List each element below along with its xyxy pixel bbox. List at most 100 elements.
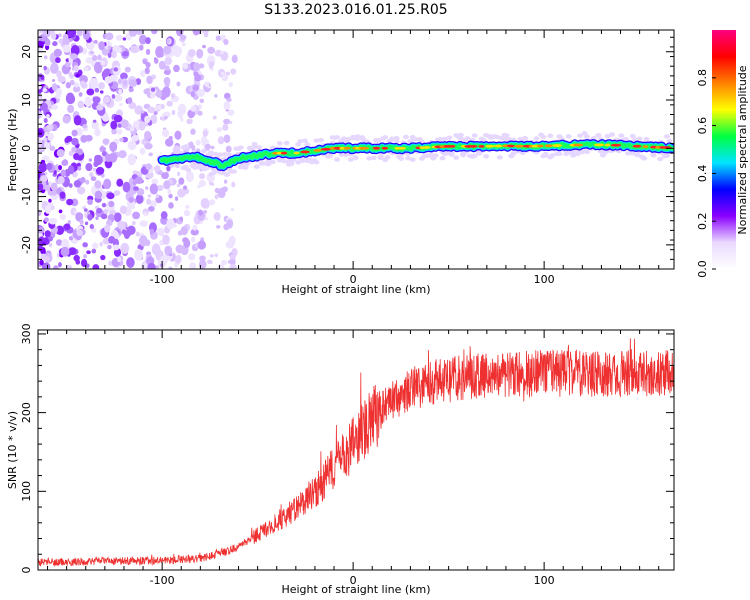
noise-blob (55, 87, 62, 97)
snr-y-tick-label: 100 (20, 481, 33, 502)
spectrogram-x-tick-label: 0 (350, 273, 357, 286)
ridge-halo (542, 152, 549, 158)
noise-blob (208, 260, 213, 265)
ridge-halo (405, 156, 412, 161)
noise-blob (109, 74, 118, 82)
ridge-halo (629, 151, 636, 156)
noise-blob (145, 163, 152, 171)
ridge-halo (464, 136, 471, 141)
noise-blob (151, 178, 159, 185)
noise-blob (73, 82, 80, 88)
noise-blob (146, 198, 152, 205)
noise-blob (225, 145, 232, 153)
noise-blob (122, 181, 131, 193)
ridge-halo (618, 133, 625, 138)
noise-blob (92, 242, 99, 250)
noise-blob (72, 85, 81, 93)
ridge-halo (180, 145, 187, 150)
noise-blob (57, 75, 66, 83)
noise-blob (197, 184, 201, 189)
noise-blob (134, 176, 144, 185)
noise-blob (229, 263, 237, 269)
noise-blob (202, 130, 208, 138)
noise-blob (173, 64, 180, 73)
ridge-halo (519, 150, 526, 156)
noise-blob (91, 248, 97, 254)
noise-blob (55, 225, 65, 235)
noise-blob (94, 61, 103, 74)
noise-blob (189, 262, 197, 269)
spectrogram-y-tick-label: 20 (20, 45, 33, 59)
ridge-halo (602, 150, 609, 155)
noise-blob (127, 153, 137, 166)
ridge-halo (318, 137, 325, 143)
ridge-halo (375, 138, 382, 143)
noise-blob (42, 87, 48, 93)
noise-blob (204, 81, 210, 87)
noise-blob (117, 256, 122, 263)
noise-blob (138, 44, 144, 51)
snr-frame (37, 329, 675, 571)
noise-blob (92, 264, 100, 269)
ridge-halo (577, 133, 584, 138)
noise-blob (65, 67, 70, 73)
noise-blob (67, 220, 72, 225)
noise-blob (68, 72, 73, 78)
ridge-halo (191, 165, 198, 170)
ridge-halo (256, 145, 263, 150)
noise-blob (70, 53, 78, 60)
noise-blob (159, 263, 164, 267)
snr-x-tick-label: 0 (350, 574, 357, 587)
noise-blob (171, 109, 176, 116)
ridge-halo (393, 136, 400, 141)
noise-blob (114, 212, 122, 223)
ridge-halo (377, 155, 384, 161)
noise-blob (73, 64, 79, 72)
noise-blob (147, 106, 156, 114)
noise-blob (148, 206, 155, 212)
ridge-core-hotspot (655, 145, 661, 149)
noise-blob (177, 109, 184, 119)
noise-blob (69, 79, 75, 86)
noise-blob (220, 259, 228, 266)
noise-blob (103, 178, 112, 190)
noise-blob (124, 66, 131, 73)
noise-blob (192, 84, 200, 92)
noise-blob (149, 183, 159, 195)
snr-y-tick-label: 0 (20, 567, 33, 574)
noise-blob (113, 94, 123, 102)
noise-blob (129, 126, 135, 132)
spectrogram-y-tick-label: -10 (20, 188, 33, 206)
noise-blob (139, 147, 146, 155)
noise-blob (66, 264, 72, 269)
noise-blob (194, 73, 202, 82)
noise-blob (87, 213, 93, 221)
noise-blob (86, 88, 95, 96)
colorbar-label: Normalized spectral amplitude (736, 65, 749, 234)
noise-blob (75, 73, 80, 78)
noise-blob (76, 186, 86, 195)
noise-blob (215, 35, 222, 42)
noise-blob (92, 167, 97, 172)
ridge-core-hotspot (632, 144, 642, 148)
spectrogram-y-tick-label: -20 (20, 236, 33, 254)
ridge-halo (327, 153, 334, 158)
noise-blob (163, 70, 169, 75)
noise-blob (73, 180, 82, 188)
noise-blob (212, 115, 217, 120)
noise-blob (163, 76, 171, 86)
noise-blob (204, 216, 208, 221)
noise-blob (43, 137, 48, 143)
noise-blob (162, 234, 170, 245)
noise-blob (66, 198, 74, 206)
noise-blob (126, 257, 135, 268)
noise-blob (109, 141, 118, 153)
ridge-halo (407, 138, 414, 144)
noise-blob (131, 134, 139, 142)
noise-blob (92, 119, 97, 123)
ridge-halo (604, 133, 611, 139)
snr-panel: -100 0 100 0 100 200 300 Height of straight li… (6, 323, 675, 596)
noise-blob (158, 60, 166, 70)
noise-blob (145, 61, 151, 68)
ridge-halo (338, 152, 345, 157)
